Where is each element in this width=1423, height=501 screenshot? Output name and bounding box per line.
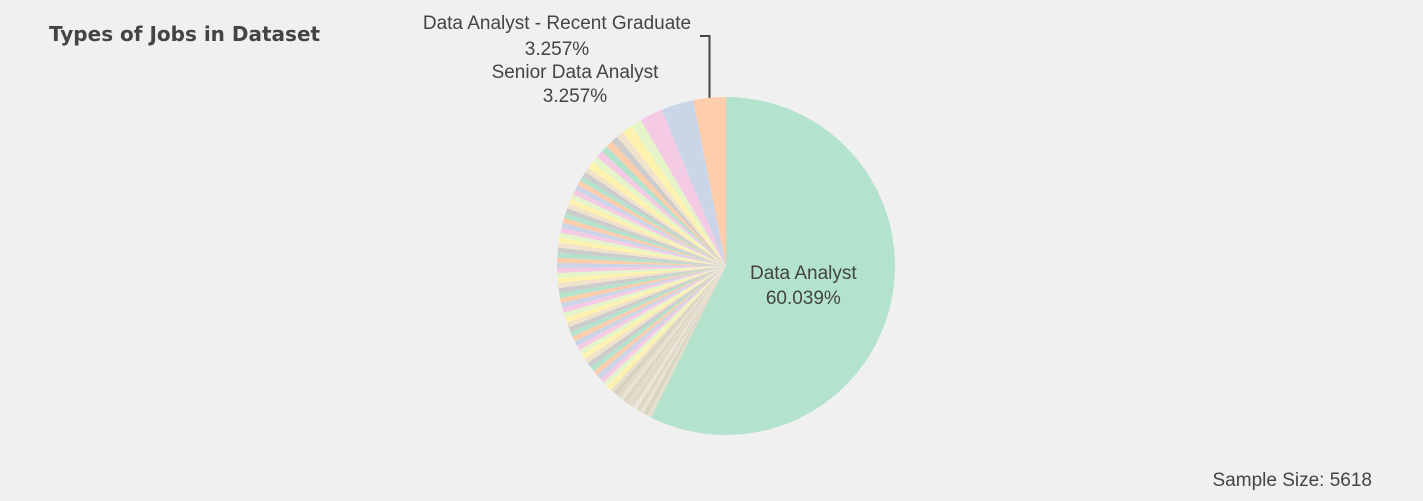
pie-slice xyxy=(606,141,726,266)
pie-slice xyxy=(563,213,726,266)
pie-slice xyxy=(643,266,726,416)
pie-slice xyxy=(562,217,726,266)
pie-slice xyxy=(557,266,726,289)
pie-slice xyxy=(557,247,726,266)
pie-slice xyxy=(568,198,726,266)
pie-slice xyxy=(607,266,726,390)
pie-slice xyxy=(577,180,726,266)
pie-slice xyxy=(560,227,726,266)
pie-slice xyxy=(640,266,726,414)
pie-slice xyxy=(570,266,726,337)
pie-slice xyxy=(566,266,726,328)
pie-slice xyxy=(565,208,726,266)
pie-slice xyxy=(580,176,726,266)
chart-title: Types of Jobs in Dataset xyxy=(49,22,321,46)
pie-slice xyxy=(579,266,726,355)
pie-slice xyxy=(640,109,726,267)
pie-slice xyxy=(620,266,726,401)
pie-slice xyxy=(582,266,726,359)
pie-slice xyxy=(573,189,726,266)
label-leader-line xyxy=(700,35,711,98)
pie-slice xyxy=(617,132,726,266)
pie-slice xyxy=(576,266,726,351)
pie-slice xyxy=(561,222,726,266)
pie-slice xyxy=(593,266,726,376)
slice-label: Data Analyst - Recent Graduate xyxy=(423,13,691,34)
pie-slice xyxy=(568,266,726,333)
pie-slice xyxy=(597,151,726,266)
slice-percent-label: 60.039% xyxy=(766,288,841,309)
pie-slice xyxy=(603,266,726,387)
pie-slice xyxy=(557,257,726,266)
pie-slice xyxy=(661,100,726,266)
pie-slice xyxy=(562,266,726,313)
pie-slice xyxy=(650,97,895,435)
pie-slice xyxy=(629,266,726,408)
pie-slice xyxy=(570,194,726,266)
pie-slice xyxy=(623,266,726,403)
pie-slice xyxy=(558,237,726,266)
pie-slice xyxy=(590,266,726,372)
slice-label: Senior Data Analyst xyxy=(492,62,660,83)
pie-slice xyxy=(631,120,726,266)
pie-slice xyxy=(633,266,726,410)
pie-slice xyxy=(626,266,726,405)
pie-slice xyxy=(611,136,726,266)
pie-slice xyxy=(565,266,726,323)
pie-slice xyxy=(600,266,726,383)
pie-slice xyxy=(596,266,726,379)
pie-slice xyxy=(557,242,726,266)
pie-slice xyxy=(559,232,726,266)
pie-slice xyxy=(557,266,726,273)
pie-slice xyxy=(575,185,726,266)
pie-slice xyxy=(616,266,726,398)
pie-slice xyxy=(601,146,726,266)
pie-slice xyxy=(693,97,726,266)
pie-slice xyxy=(559,266,726,299)
pie-slice xyxy=(557,266,726,284)
pie-slice xyxy=(587,266,726,368)
pie-slice xyxy=(567,203,726,266)
pie-slice xyxy=(561,266,726,309)
pie-slice xyxy=(574,266,726,346)
pie-slice xyxy=(636,266,726,412)
pie-slice xyxy=(582,172,726,266)
pie-slice xyxy=(584,266,726,364)
pie-slice xyxy=(557,252,726,266)
pie-slice xyxy=(563,266,726,318)
pie-slice xyxy=(585,167,726,266)
sample-size-label: Sample Size: 5618 xyxy=(1212,470,1373,491)
pie-slice xyxy=(613,266,726,396)
slice-label: Data Analyst xyxy=(750,263,857,284)
pie-slice xyxy=(647,266,726,418)
pie-slice xyxy=(557,266,726,279)
slice-percent-label: 3.257% xyxy=(543,86,608,107)
pie-slice xyxy=(588,162,726,266)
pie-slices xyxy=(557,97,895,435)
pie-slice xyxy=(560,266,726,304)
slice-percent-label: 3.257% xyxy=(525,39,590,60)
pie-slice xyxy=(572,266,726,342)
pie-slice xyxy=(622,126,726,266)
pie-slice xyxy=(610,266,726,393)
pie-slice xyxy=(592,156,726,266)
pie-slice xyxy=(558,266,726,294)
pie-slice xyxy=(557,262,726,268)
